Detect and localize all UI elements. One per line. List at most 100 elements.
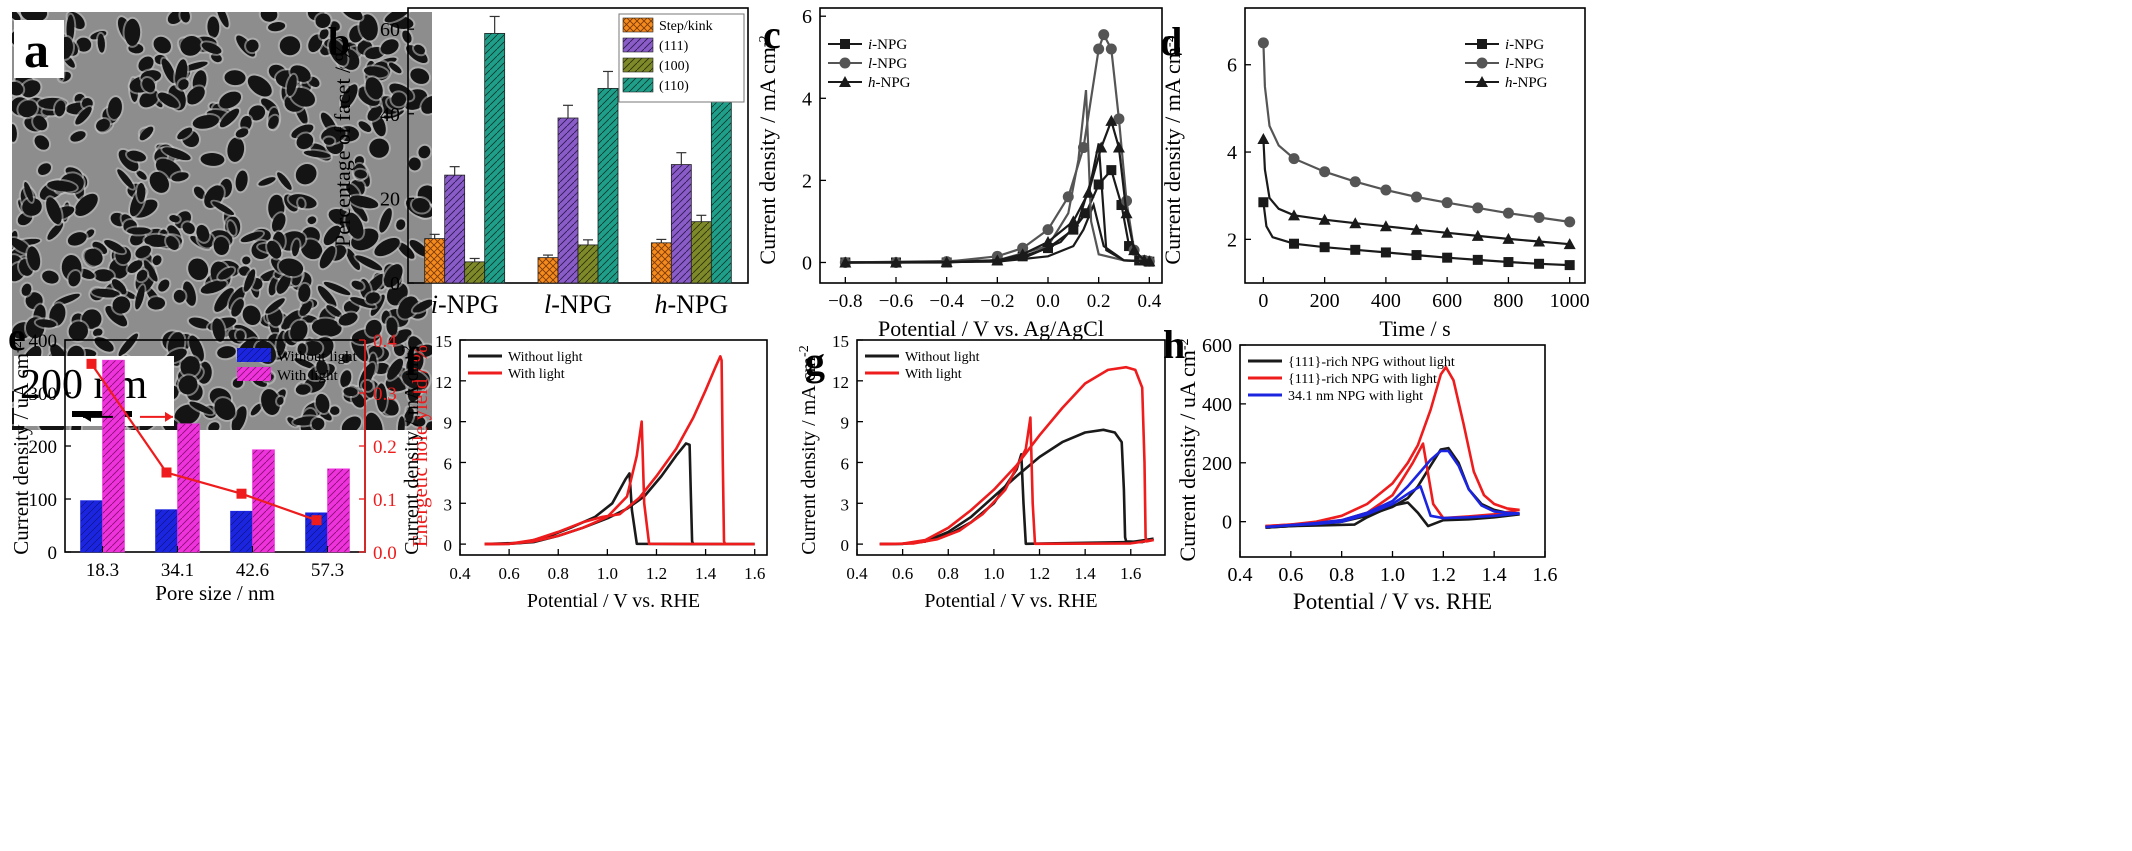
- x-axis-label: Potential / V vs. RHE: [527, 590, 700, 612]
- y-axis-label: Current density / mA cm-2: [797, 345, 821, 554]
- legend-label: 34.1 nm NPG with light: [1288, 389, 1423, 404]
- sem-pore: [224, 70, 246, 86]
- x-tick-label: 1000: [1550, 290, 1590, 312]
- sem-pore: [46, 197, 62, 225]
- plot-frame: [856, 339, 1166, 556]
- y-tick-label: 40: [380, 104, 400, 126]
- sem-pore: [142, 77, 156, 93]
- sem-pore: [278, 258, 304, 277]
- y-tick-label: 200: [1202, 453, 1232, 475]
- sem-pore: [246, 39, 259, 53]
- y-tick-label: 100: [29, 490, 58, 511]
- data-point: [991, 254, 1004, 266]
- sem-pore: [250, 403, 262, 416]
- series-line-backward: [1265, 501, 1520, 529]
- bar: [424, 238, 446, 284]
- sem-pore: [227, 137, 245, 162]
- sem-pore: [21, 283, 32, 296]
- panel-a-letter-box: [14, 20, 64, 78]
- bar: [484, 32, 506, 284]
- data-point: [1380, 247, 1391, 258]
- y-tick-label: 2: [1227, 229, 1237, 251]
- x-tick-label: −0.2: [980, 291, 1014, 312]
- y2-tick-label: 0.4: [373, 331, 397, 352]
- sem-pore: [136, 269, 148, 282]
- sem-pore: [267, 240, 282, 259]
- data-point: [1093, 43, 1105, 55]
- panel-a: a 200 nm: [12, 12, 432, 430]
- x-tick-label: 1.4: [1075, 564, 1097, 583]
- sem-pore: [171, 172, 189, 182]
- sem-pore: [297, 343, 307, 356]
- y-tick-label: 9: [444, 414, 453, 433]
- sem-pore: [409, 240, 429, 257]
- sem-pore: [402, 30, 412, 44]
- y-axis-label: Current density / uA cm-2: [9, 341, 33, 554]
- x-tick-label: 0.6: [892, 564, 913, 583]
- sem-pore: [12, 124, 17, 142]
- sem-pore: [193, 186, 206, 199]
- legend-swatch: [622, 17, 654, 33]
- sem-pore: [290, 320, 308, 342]
- series-line-backward: [484, 472, 694, 546]
- sem-pore: [228, 221, 236, 235]
- data-point: [1318, 213, 1331, 225]
- sem-pore: [411, 198, 430, 213]
- sem-pore: [323, 137, 335, 145]
- sem-pore: [367, 105, 383, 121]
- bar: [177, 423, 200, 553]
- data-point: [1471, 229, 1484, 241]
- x-axis-label: Potential / V vs. Ag/AgCl: [878, 316, 1104, 341]
- sem-pore: [350, 297, 376, 309]
- sem-pore: [260, 12, 278, 22]
- legend-label: (100): [659, 59, 690, 74]
- data-point: [1106, 165, 1117, 176]
- x-tick-label: 1.6: [1533, 564, 1558, 586]
- panel-b-letter: b: [328, 19, 350, 64]
- sem-pore: [388, 62, 402, 74]
- sem-pore: [272, 213, 286, 233]
- sem-pore: [340, 370, 352, 388]
- y-tick-label: 0: [390, 273, 400, 295]
- sem-pore: [329, 406, 340, 415]
- sem-pore: [135, 285, 145, 310]
- sem-pore: [242, 256, 251, 265]
- sem-pore: [268, 22, 286, 32]
- sem-pore: [425, 421, 432, 430]
- sem-pore: [311, 417, 325, 430]
- arrow-left-head: [83, 411, 91, 422]
- data-point: [1441, 226, 1454, 238]
- panel-f: f 0.4 0.6 0.8 1.0 1.2 1.4 1.6 0 3 6 9 12 15 Potential …: [400, 332, 768, 612]
- sem-pore: [402, 370, 429, 390]
- sem-pore: [213, 236, 230, 255]
- sem-pore: [319, 28, 329, 40]
- sem-pore: [96, 118, 110, 132]
- sem-pore: [231, 406, 247, 430]
- sem-pore: [247, 75, 272, 97]
- panel-h: h 0.4 0.6 0.8 1.0 1.2 1.4 1.6 0 200 400 600 Potentia…: [1163, 322, 1558, 614]
- bar: [464, 261, 486, 284]
- y-tick-label: 15: [435, 332, 452, 351]
- plot-frame: [459, 339, 768, 556]
- data-point: [1289, 238, 1300, 249]
- sem-pore: [386, 317, 398, 336]
- data-point: [1098, 29, 1110, 41]
- data-point: [1257, 132, 1270, 144]
- series-line-backward: [1265, 485, 1520, 529]
- x-tick-label: 600: [1432, 290, 1462, 312]
- sem-pore: [108, 97, 122, 120]
- x-tick-label: 1.4: [695, 564, 717, 583]
- data-point: [1068, 224, 1079, 235]
- legend-label: l-NPG: [1505, 56, 1544, 72]
- sem-pore: [276, 274, 291, 294]
- x-tick-label: 1.0: [1380, 564, 1405, 586]
- bar: [102, 359, 125, 553]
- x-tick-label: 1.6: [1120, 564, 1141, 583]
- sem-pore: [355, 255, 383, 271]
- sem-pore: [180, 35, 202, 56]
- sem-pore: [22, 197, 42, 216]
- sem-pore: [323, 281, 351, 296]
- x-tick-label: 800: [1493, 290, 1523, 312]
- sem-pore: [277, 396, 284, 405]
